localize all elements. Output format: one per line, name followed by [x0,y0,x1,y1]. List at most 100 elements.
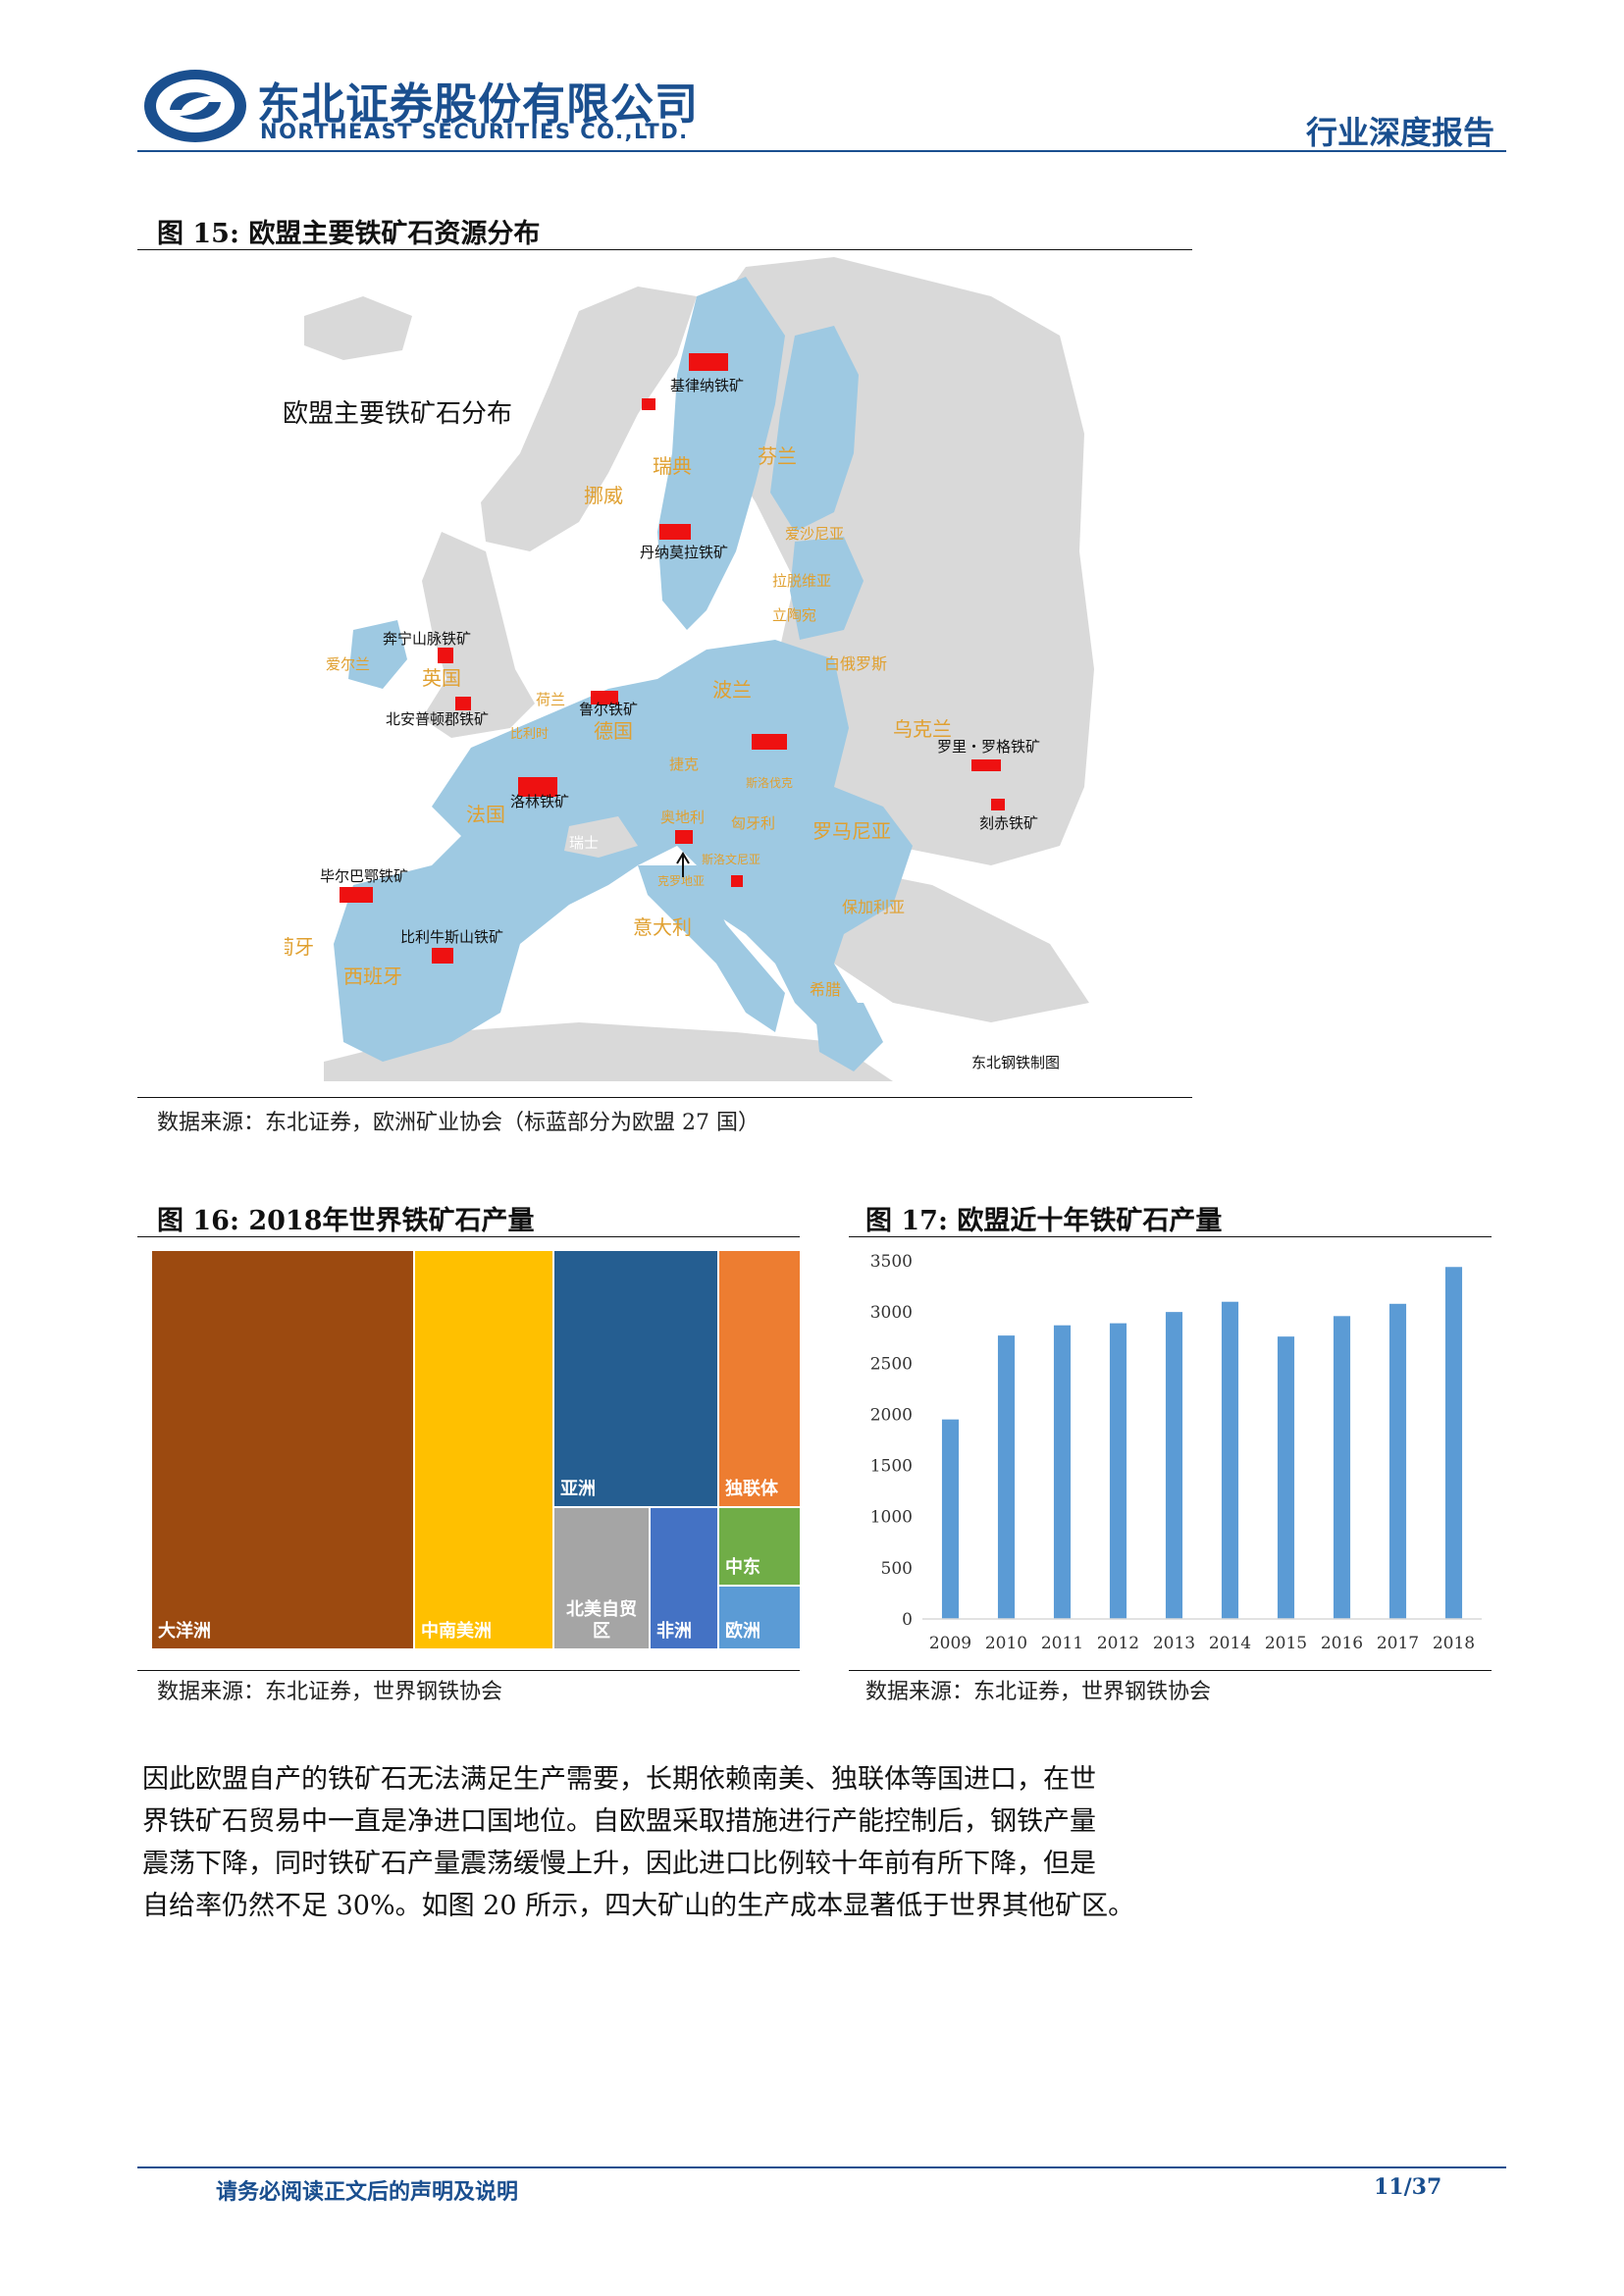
x-tick-label: 2012 [1097,1634,1139,1653]
mine-marker [971,759,1001,771]
mine-marker [675,830,693,844]
company-name-en: NORTHEAST SECURITIES CO.,LTD. [260,120,689,143]
mine-marker [518,777,557,797]
mine-marker [659,524,691,540]
country-label: 白俄罗斯 [824,654,887,673]
mine-label: 刻赤铁矿 [979,814,1038,832]
x-tick-label: 2010 [985,1634,1027,1653]
country-label: 芬兰 [758,444,797,468]
land-ireland [348,620,407,689]
header-rule [137,150,1506,152]
mine-label: 丹纳莫拉铁矿 [640,544,728,561]
bar [1333,1316,1351,1619]
treemap-tile-middle-east: 中东 [719,1508,800,1585]
country-label: 比利时 [510,727,549,742]
bar [1109,1323,1127,1619]
country-label: 乌克兰 [893,717,952,741]
country-label: 斯洛文尼亚 [702,852,760,866]
y-tick-label: 2000 [870,1405,913,1425]
bar [997,1335,1016,1619]
mine-marker [438,648,453,663]
y-tick-label: 2500 [870,1354,913,1374]
y-tick-label: 3000 [870,1303,913,1323]
footer-disclaimer: 请务必阅读正文后的声明及说明 [216,2179,519,2205]
figure16-title: 图 16: 2018年世界铁矿石产量 [157,1206,535,1236]
bar [1277,1336,1295,1619]
treemap-label: 北美自贸区 [566,1599,637,1642]
bar [1165,1312,1183,1619]
land-africa [324,1022,893,1081]
country-label: 德国 [594,719,633,743]
body-line: 因此欧盟自产的铁矿石无法满足生产需要，长期依赖南美、独联体等国进口，在世 [142,1764,1096,1795]
eu-iron-ore-map: 欧盟主要铁矿石分布 瑞典 芬兰 挪威 爱沙尼亚 拉脱维亚 立陶宛 白俄罗斯 爱尔… [285,257,1094,1081]
country-label: 罗马尼亚 [812,819,891,843]
country-labels: 瑞典 芬兰 挪威 爱沙尼亚 拉脱维亚 立陶宛 白俄罗斯 爱尔兰 英国 荷兰 比利… [285,444,952,999]
country-label: 爱尔兰 [326,655,370,673]
mine-label: 鲁尔铁矿 [579,701,638,718]
country-label: 荷兰 [536,691,565,708]
treemap: 大洋洲 中南美洲 亚洲 独联体 北美自贸区 非洲 中东 欧洲 [152,1251,800,1648]
page-number: 11/37 [1374,2174,1442,2200]
mine-label: 北安普顿郡铁矿 [386,710,489,728]
company-name-cn: 东北证券股份有限公司 [257,79,699,130]
treemap-tile-cis: 独联体 [719,1251,800,1506]
treemap-label: 亚洲 [560,1479,596,1499]
x-tick-label: 2017 [1377,1634,1419,1653]
map-title: 欧盟主要铁矿石分布 [285,399,512,429]
country-label: 瑞士 [569,834,599,852]
country-label: 捷克 [669,756,699,773]
figure15-source: 数据来源：东北证券，欧洲矿业协会（标蓝部分为欧盟 27 国） [157,1111,760,1135]
mine-label: 毕尔巴鄂铁矿 [320,867,408,885]
bar [1053,1325,1072,1619]
country-label: 匈牙利 [731,814,775,832]
mine-label: 基律纳铁矿 [670,377,744,394]
treemap-tile-africa: 非洲 [651,1508,717,1648]
mine-label: 比利牛斯山铁矿 [400,928,503,946]
treemap-tile-south-america: 中南美洲 [415,1251,552,1648]
eu-iron-ore-production-chart: 0 500 1000 1500 2000 2500 3000 3500 2009 2010 201… [870,1252,1482,1653]
arrow-icon [676,852,690,877]
country-label: 克罗地亚 [657,874,705,888]
land-norway [481,287,697,551]
treemap-tile-asia: 亚洲 [554,1251,717,1506]
figure17-title: 图 17: 欧盟近十年铁矿石产量 [865,1206,1223,1236]
figure16-bottom-rule [137,1670,800,1671]
figure17-source: 数据来源：东北证券，世界钢铁协会 [865,1680,1212,1704]
treemap-label: 非洲 [656,1621,692,1642]
land-italy [638,865,785,1032]
x-tick-label: 2009 [929,1634,971,1653]
country-label: 奥地利 [660,809,705,826]
x-tick-label: 2015 [1265,1634,1307,1653]
x-tick-label: 2011 [1041,1634,1083,1653]
treemap-tile-oceania: 大洋洲 [152,1251,413,1648]
figure16-source: 数据来源：东北证券，世界钢铁协会 [157,1680,503,1704]
country-label: 葡萄牙 [285,935,314,959]
y-tick-label: 1000 [870,1508,913,1528]
bar [1221,1301,1239,1619]
figure15-bottom-rule [137,1097,1192,1098]
body-line: 震荡下降，同时铁矿石产量震荡缓慢上升，因此进口比例较十年前有所下降，但是 [142,1849,1096,1879]
mine-label: 洛林铁矿 [510,793,569,810]
country-label: 希腊 [810,980,841,999]
bar [1388,1303,1407,1619]
treemap-label: 欧洲 [725,1621,760,1642]
figure17-top-rule [849,1236,1492,1237]
land-iceland [304,296,412,360]
y-tick-label: 500 [881,1559,913,1579]
y-tick-label: 0 [902,1610,913,1630]
x-tick-label: 2013 [1153,1634,1195,1653]
bar [941,1419,960,1619]
country-label: 挪威 [584,484,623,507]
treemap-label: 中东 [725,1557,760,1578]
mine-marker [731,875,743,887]
figure16-top-rule [137,1236,800,1237]
country-label: 保加利亚 [842,898,905,916]
country-label: 斯洛伐克 [746,775,793,790]
country-label: 波兰 [712,678,752,702]
body-line: 界铁矿石贸易中一直是净进口国地位。自欧盟采取措施进行产能控制后，钢铁产量 [142,1806,1096,1837]
figure15-title: 图 15: 欧盟主要铁矿石资源分布 [157,219,541,249]
mine-marker [591,691,618,704]
land-greece [814,1003,883,1071]
land-baltics [790,537,864,640]
country-label: 拉脱维亚 [772,572,831,590]
